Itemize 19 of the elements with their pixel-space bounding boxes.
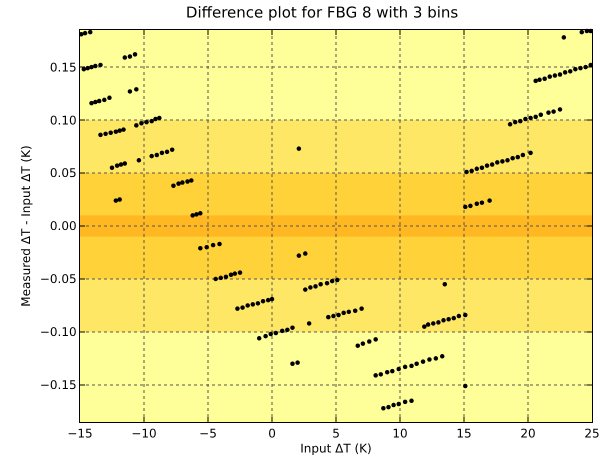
- x-tick-label: 5: [332, 426, 340, 440]
- x-tick-label: 25: [584, 426, 600, 440]
- x-tick-label: −15: [67, 426, 93, 440]
- x-tick-label: 20: [520, 426, 536, 440]
- y-tick-label: 0.00: [50, 219, 77, 234]
- x-tick-label: −5: [199, 426, 217, 440]
- chart-title: Difference plot for FBG 8 with 3 bins: [186, 4, 458, 22]
- x-tick-label: 10: [392, 426, 408, 440]
- y-axis-title: Measured ΔT - Input ΔT (K): [19, 145, 34, 307]
- x-tick-label: 15: [456, 426, 472, 440]
- y-tick-label: −0.10: [40, 325, 77, 340]
- y-tick-label: 0.10: [50, 113, 77, 128]
- x-tick-label: −10: [131, 426, 157, 440]
- x-tick-label: 0: [268, 426, 276, 440]
- y-tick-label: 0.05: [50, 166, 77, 180]
- y-tick-label: −0.15: [40, 378, 77, 392]
- y-tick-label: −0.05: [40, 272, 77, 286]
- x-axis-title: Input ΔT (K): [300, 441, 372, 456]
- y-tick-label: 0.15: [50, 60, 77, 74]
